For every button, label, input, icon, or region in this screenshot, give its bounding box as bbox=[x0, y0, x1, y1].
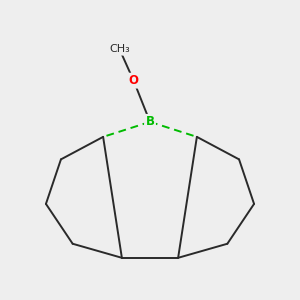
Text: O: O bbox=[129, 74, 139, 87]
Text: CH₃: CH₃ bbox=[109, 44, 130, 54]
Text: B: B bbox=[146, 116, 154, 128]
